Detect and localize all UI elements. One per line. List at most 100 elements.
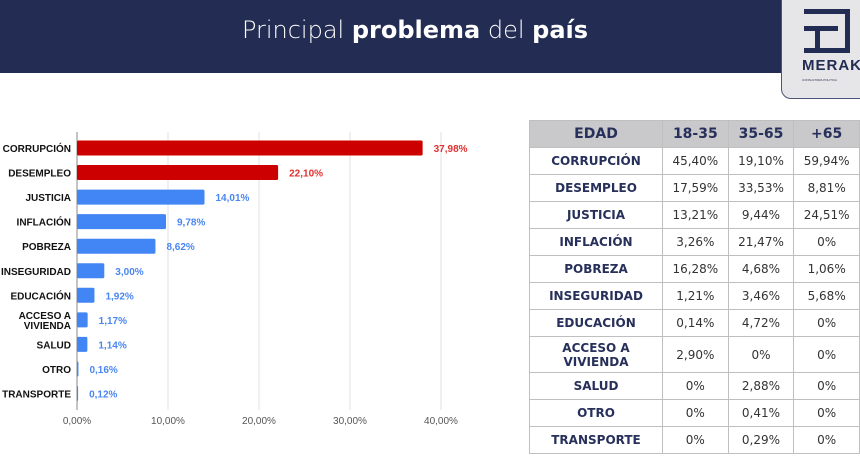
bar [77, 214, 166, 230]
row-label: POBREZA [529, 255, 663, 283]
table-cell: 33,53% [727, 174, 795, 202]
category-label: ACCESO A VIVIENDA [19, 311, 71, 332]
page-title: Principal problema del país [0, 16, 830, 44]
category-label: CORRUPCIÓN [3, 142, 71, 155]
data-label: 14,01% [215, 193, 249, 204]
bar [77, 263, 105, 279]
table-row: TRANSPORTE 0% 0,29% 0% [529, 426, 860, 454]
row-label: DESEMPLEO [529, 174, 663, 202]
row-label: EDUCACIÓN [529, 309, 663, 337]
table-cell: 0,14% [662, 309, 729, 337]
column-header: 18-35 [662, 120, 729, 148]
data-label: 0,12% [89, 390, 117, 401]
x-tick-label: 30,00% [333, 416, 367, 427]
category-label: EDUCACIÓN [10, 289, 71, 302]
bar [77, 386, 79, 401]
category-label: OTRO [42, 365, 71, 376]
bar [77, 312, 88, 328]
table-row: EDUCACIÓN 0,14% 4,72% 0% [529, 309, 860, 337]
bar [77, 140, 423, 156]
title-bold: problema [351, 16, 481, 44]
bar [77, 287, 95, 303]
table-row: OTRO 0% 0,41% 0% [529, 399, 860, 427]
bar [77, 336, 88, 352]
table-cell: 0% [662, 399, 729, 427]
column-header: EDAD [529, 120, 663, 148]
table-row: ACCESO A VIVIENDA 2,90% 0% 0% [529, 336, 860, 373]
column-header: 35-65 [727, 120, 795, 148]
category-label: JUSTICIA [25, 193, 71, 204]
data-label: 1,17% [99, 316, 127, 327]
table-cell: 0% [793, 228, 860, 256]
table-row: INFLACIÓN 3,26% 21,47% 0% [529, 228, 860, 256]
table-cell: 4,72% [727, 309, 795, 337]
table-cell: 0% [793, 336, 860, 373]
x-tick-label: 20,00% [242, 416, 276, 427]
category-label: DESEMPLEO [8, 169, 71, 180]
table-row: POBREZA 16,28% 4,68% 1,06% [529, 255, 860, 283]
bar [77, 189, 205, 205]
header-banner: Principal problema del país [0, 0, 860, 73]
row-label: TRANSPORTE [529, 426, 663, 454]
bar [77, 238, 156, 254]
table-cell: 0% [793, 426, 860, 454]
title-bold: país [532, 16, 589, 44]
category-label: SALUD [37, 340, 71, 351]
data-label: 22,10% [289, 169, 323, 180]
table-cell: 24,51% [793, 201, 860, 229]
data-label: 37,98% [434, 144, 468, 155]
table-cell: 5,68% [793, 282, 860, 310]
category-label: INFLACIÓN [17, 216, 71, 229]
x-tick-label: 0,00% [63, 416, 91, 427]
column-header: +65 [793, 120, 860, 148]
x-tick-label: 10,00% [151, 416, 185, 427]
table-cell: 0,29% [727, 426, 795, 454]
bar [77, 165, 279, 181]
category-label: POBREZA [22, 242, 71, 253]
table-row: DESEMPLEO 17,59% 33,53% 8,81% [529, 174, 860, 202]
bar-chart: 0,00% 10,00% 20,00% 30,00% 40,00% CORRUPCIÓN 3… [1, 132, 468, 427]
table-cell: 8,81% [793, 174, 860, 202]
table-row: CORRUPCIÓN 45,40% 19,10% 59,94% [529, 147, 860, 175]
table-row: JUSTICIA 13,21% 9,44% 24,51% [529, 201, 860, 229]
table-cell: 9,44% [727, 201, 795, 229]
table-cell: 0% [793, 372, 860, 400]
table-cell: 0% [793, 399, 860, 427]
table-cell: 0,41% [727, 399, 795, 427]
table-cell: 1,06% [793, 255, 860, 283]
data-label: 1,14% [98, 340, 126, 351]
age-table: EDAD 18-35 35-65 +65 CORRUPCIÓN 45,40% 19,10% 5… [529, 120, 860, 454]
row-label: ACCESO A VIVIENDA [529, 336, 663, 373]
table-cell: 4,68% [727, 255, 795, 283]
logo-text: MERAKI [802, 57, 860, 74]
table-cell: 0% [662, 372, 729, 400]
title-part: Principal [241, 16, 352, 44]
meraki-logo: MERAKI CONSULTORA POLITICA [781, 0, 860, 99]
table-cell: 16,28% [662, 255, 729, 283]
row-label: SALUD [529, 372, 663, 400]
data-label: 1,92% [105, 291, 133, 302]
table-cell: 17,59% [662, 174, 729, 202]
table-cell: 1,21% [662, 282, 729, 310]
table-cell: 59,94% [793, 147, 860, 175]
table-cell: 2,90% [662, 336, 729, 373]
category-label: TRANSPORTE [2, 390, 71, 401]
table-cell: 13,21% [662, 201, 729, 229]
table-cell: 19,10% [727, 147, 795, 175]
row-label: INSEGURIDAD [529, 282, 663, 310]
category-label: INSEGURIDAD [1, 267, 71, 278]
table-cell: 0% [727, 336, 795, 373]
title-part: del [480, 16, 533, 44]
data-label: 8,62% [166, 242, 194, 253]
logo-subtitle: CONSULTORA POLITICA [802, 78, 837, 82]
table-cell: 0% [793, 309, 860, 337]
data-label: 0,16% [89, 365, 117, 376]
table-row: INSEGURIDAD 1,21% 3,46% 5,68% [529, 282, 860, 310]
row-label: OTRO [529, 399, 663, 427]
table-row: SALUD 0% 2,88% 0% [529, 372, 860, 400]
row-label: JUSTICIA [529, 201, 663, 229]
table-cell: 45,40% [662, 147, 729, 175]
table-cell: 3,26% [662, 228, 729, 256]
table-cell: 2,88% [727, 372, 795, 400]
table-cell: 0% [662, 426, 729, 454]
